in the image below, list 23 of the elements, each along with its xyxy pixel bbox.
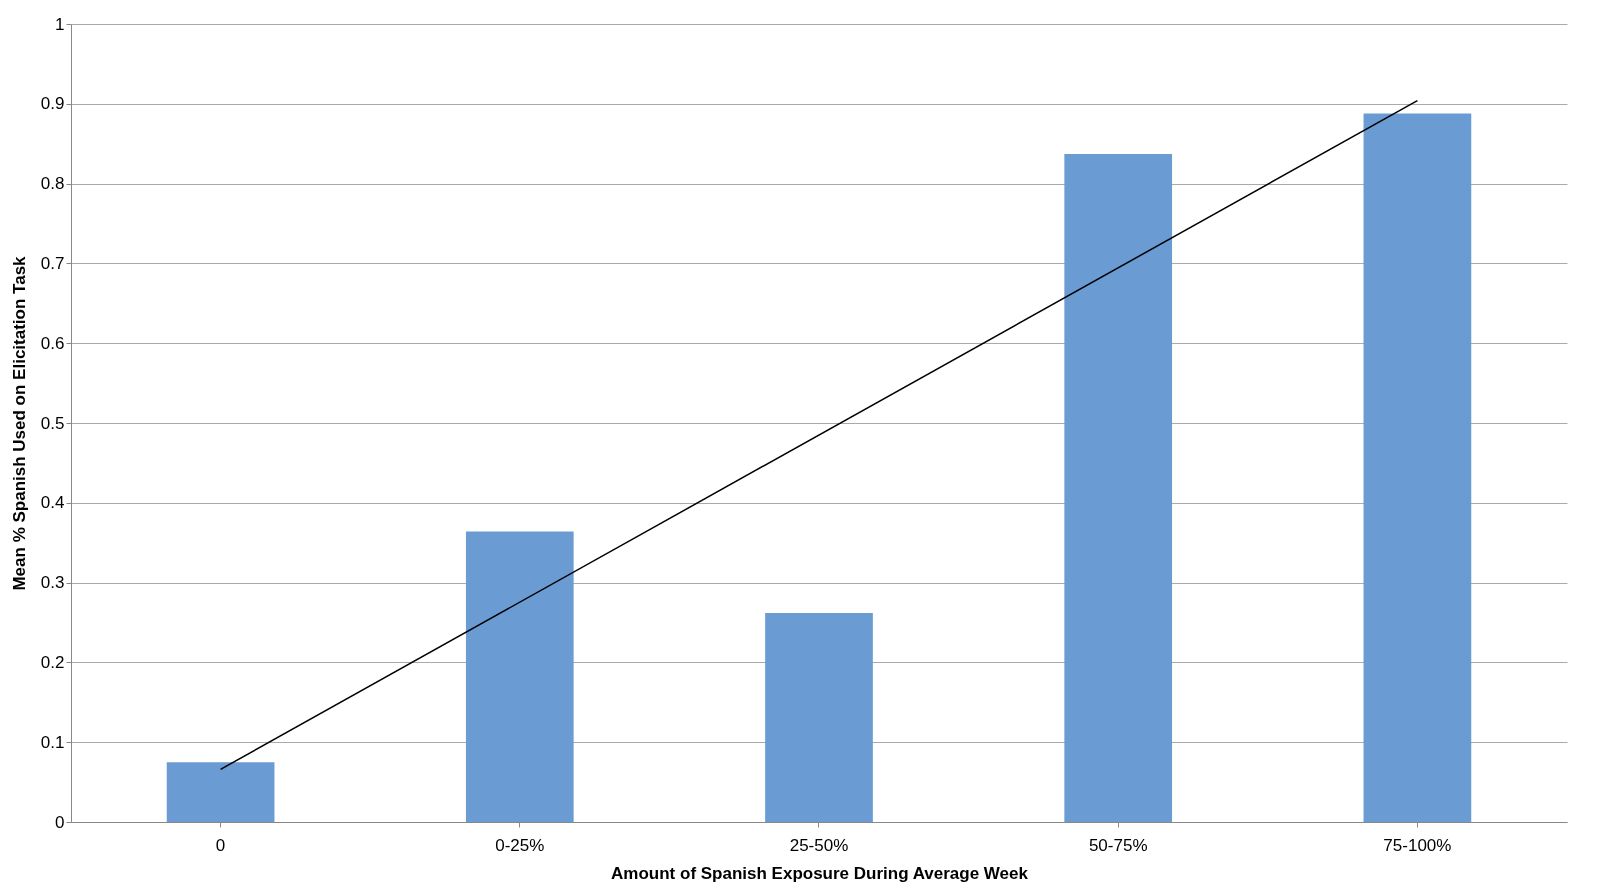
y-tick-label: 0.4	[40, 493, 65, 513]
y-tick-label: 0.2	[40, 652, 65, 672]
y-tick-label: 0.5	[40, 413, 65, 433]
y-axis-title: Mean % Spanish Used on Elicitation Task	[9, 255, 29, 591]
bar	[465, 531, 574, 822]
bar	[765, 612, 873, 822]
bar	[1363, 113, 1472, 822]
y-tick-label: 0.3	[40, 573, 65, 593]
y-tick-label: 0.7	[40, 253, 65, 273]
x-tick-label: 75-100%	[1383, 835, 1452, 855]
y-tick-label: 0.8	[40, 174, 65, 194]
y-tick-label: 1	[55, 14, 65, 34]
y-tick-label: 0.6	[40, 333, 65, 353]
x-tick-label: 25-50%	[789, 835, 849, 855]
bar	[1064, 154, 1173, 822]
x-tick-label: 0	[215, 835, 226, 855]
x-tick-label: 50-75%	[1088, 835, 1148, 855]
y-tick-label: 0.9	[40, 94, 65, 114]
y-tick-label: 0.1	[40, 732, 65, 752]
bar	[166, 762, 275, 822]
x-axis-title: Amount of Spanish Exposure During Average Week	[611, 863, 1029, 883]
x-tick-label: 0-25%	[495, 835, 545, 855]
y-tick-label: 0	[55, 812, 65, 832]
